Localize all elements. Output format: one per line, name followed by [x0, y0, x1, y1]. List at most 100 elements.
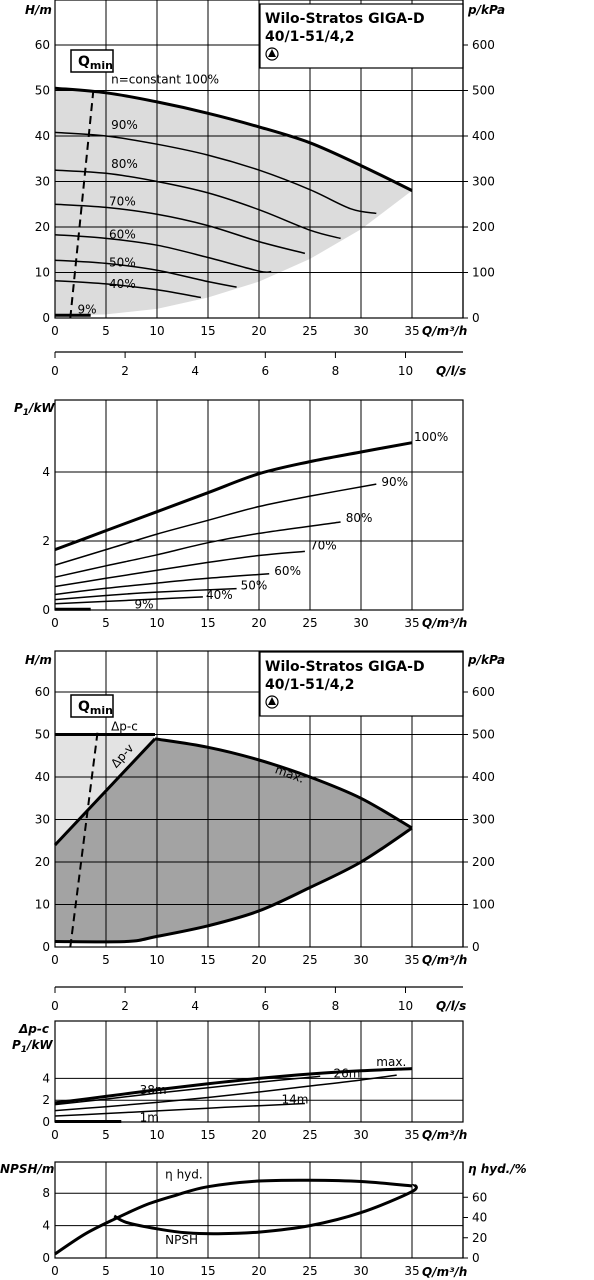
hq-top-y2tick: 0 — [472, 311, 480, 325]
hq-curve-5 — [54, 259, 237, 288]
hq-top-y2tick: 600 — [472, 38, 495, 52]
hq-bottom-y2label: p/kPa — [467, 653, 505, 667]
npsh-ytick: 8 — [42, 1186, 50, 1200]
hq-bottom-ytick: 20 — [35, 855, 50, 869]
hq-bottom-ytick: 0 — [42, 940, 50, 954]
hq-top-ytick: 50 — [35, 84, 50, 98]
hq-top-ytick: 10 — [35, 266, 50, 280]
hq-bottom-xtick: 0 — [51, 953, 59, 967]
npsh-xtick: 30 — [353, 1264, 368, 1278]
hq-bottom-subtitle: 40/1-51/4,2 — [265, 677, 355, 693]
npsh-ylabel: NPSH/m — [0, 1162, 54, 1176]
ls-axis-bottom-tick: 6 — [261, 999, 269, 1013]
ls-axis-bottom-label: Q/l/s — [436, 999, 466, 1013]
hq-bottom-xtick: 30 — [353, 953, 368, 967]
ls-axis-bottom-tick: 0 — [51, 999, 59, 1013]
hq-bottom-y2tick: 400 — [472, 770, 495, 784]
power-top-xtick: 30 — [353, 616, 368, 630]
npsh-y2tick: 20 — [472, 1231, 487, 1245]
hq-bottom-ytick: 10 — [35, 898, 50, 912]
hq-top-qmin-label: Qmin — [78, 54, 113, 72]
hq-bottom-y2tick: 300 — [472, 813, 495, 827]
hq-top-y2label: p/kPa — [467, 3, 505, 17]
power-top-curve-label-1: 90% — [381, 475, 408, 489]
npsh-xlabel: Q/m³/h — [422, 1265, 467, 1279]
npsh-xtick: 10 — [149, 1264, 164, 1278]
hq-curve-label-6: 40% — [109, 277, 136, 291]
hq-bottom-line-3 — [54, 826, 413, 944]
power-bottom-curve-2 — [54, 1074, 397, 1112]
ls-axis-top-tick: 2 — [121, 364, 129, 378]
ls-axis-bottom: 0 2 4 6 8 10 Q/l/s — [51, 986, 466, 1013]
power-top-ytick: 2 — [42, 534, 50, 548]
npsh-xtick: 5 — [102, 1264, 110, 1278]
hq-bottom-xlabel: Q/m³/h — [422, 953, 467, 967]
npsh-curve-1 — [113, 1183, 418, 1236]
hq-top-ytick: 40 — [35, 129, 50, 143]
ls-axis-top-tick: 6 — [261, 364, 269, 378]
pump-symbol-arrow-icon — [268, 49, 276, 57]
hq-top-xtick: 20 — [251, 324, 266, 338]
power-bottom-curve-1 — [54, 1075, 321, 1106]
power-top-curve-4 — [54, 573, 270, 596]
power-top-xtick: 0 — [51, 616, 59, 630]
npsh-curve-0 — [54, 1178, 413, 1256]
hq-bottom-ytick: 30 — [35, 813, 50, 827]
power-top-curve-label-5: 50% — [241, 578, 268, 592]
power-bottom-xlabel: Q/m³/h — [422, 1128, 467, 1142]
hq-top-y2tick: 300 — [472, 175, 495, 189]
ls-axis-top-tick: 0 — [51, 364, 59, 378]
operating-area — [55, 88, 412, 316]
chart-hq-top: 0 5 10 15 20 25 30 35 0 10 20 30 40 50 60 n=constant 10… — [25, 0, 505, 338]
hq-curve-0 — [54, 86, 413, 192]
power-top-xtick: 35 — [404, 616, 419, 630]
hq-bottom-ytick: 40 — [35, 770, 50, 784]
npsh-xtick: 20 — [251, 1264, 266, 1278]
power-bottom-ylabel-top: Δp-c — [18, 1022, 49, 1036]
hq-bottom-ytick: 60 — [35, 685, 50, 699]
hq-bottom-xtick: 10 — [149, 953, 164, 967]
hq-top-subtitle: 40/1-51/4,2 — [265, 29, 355, 45]
hq-curve-label-1: 90% — [111, 118, 138, 132]
hq-bottom-qmin-box — [70, 694, 114, 718]
power-top-ytick: 4 — [42, 465, 50, 479]
power-top-curve-label-2: 80% — [346, 511, 373, 525]
power-top-xtick: 5 — [102, 616, 110, 630]
hq-top-title: Wilo-Stratos GIGA-D — [265, 11, 425, 27]
power-bottom-xtick: 10 — [149, 1128, 164, 1142]
power-bottom-xtick: 5 — [102, 1128, 110, 1142]
power-top-curve-6 — [54, 596, 203, 605]
power-top-curve-label-7: 9% — [135, 598, 154, 612]
power-bottom-ytick: 2 — [42, 1093, 50, 1107]
hq-top-qmin-box — [70, 49, 114, 73]
power-top-xtick: 20 — [251, 616, 266, 630]
power-top-curve-label-4: 60% — [274, 564, 301, 578]
power-top-curve-2 — [54, 521, 341, 578]
hq-curve-1 — [54, 131, 377, 215]
dpv-area — [55, 738, 412, 942]
hq-bottom-y2tick: 100 — [472, 898, 495, 912]
hq-bottom-qmin-line — [69, 730, 99, 948]
hq-curve-6 — [54, 279, 202, 299]
hq-top-ylabel: H/m — [25, 3, 52, 17]
ls-axis-top-tick: 4 — [191, 364, 199, 378]
hq-curve-label-4: 60% — [109, 227, 136, 241]
npsh-curve-label-1: NPSH — [165, 1233, 198, 1247]
power-top-curve-label-6: 40% — [206, 588, 233, 602]
hq-bottom-line-1 — [53, 737, 157, 847]
hq-curve-label-0: n=constant 100% — [111, 73, 219, 87]
ls-axis-top-tick: 8 — [332, 364, 340, 378]
npsh-curve-label-0: η hyd. — [165, 1168, 203, 1182]
power-top-xtick: 15 — [200, 616, 215, 630]
hq-curve-label-7: 9% — [77, 302, 96, 316]
hq-top-xtick: 5 — [102, 324, 110, 338]
hq-top-title-box — [259, 3, 464, 69]
hq-top-ytick: 0 — [42, 311, 50, 325]
hq-bottom-xtick: 5 — [102, 953, 110, 967]
npsh-y2tick: 60 — [472, 1190, 487, 1204]
hq-top-xtick: 30 — [353, 324, 368, 338]
power-bottom-xtick: 25 — [302, 1128, 317, 1142]
hq-bottom-y2tick: 500 — [472, 728, 495, 742]
hq-bottom-y2tick: 200 — [472, 855, 495, 869]
npsh-xtick: 35 — [404, 1264, 419, 1278]
